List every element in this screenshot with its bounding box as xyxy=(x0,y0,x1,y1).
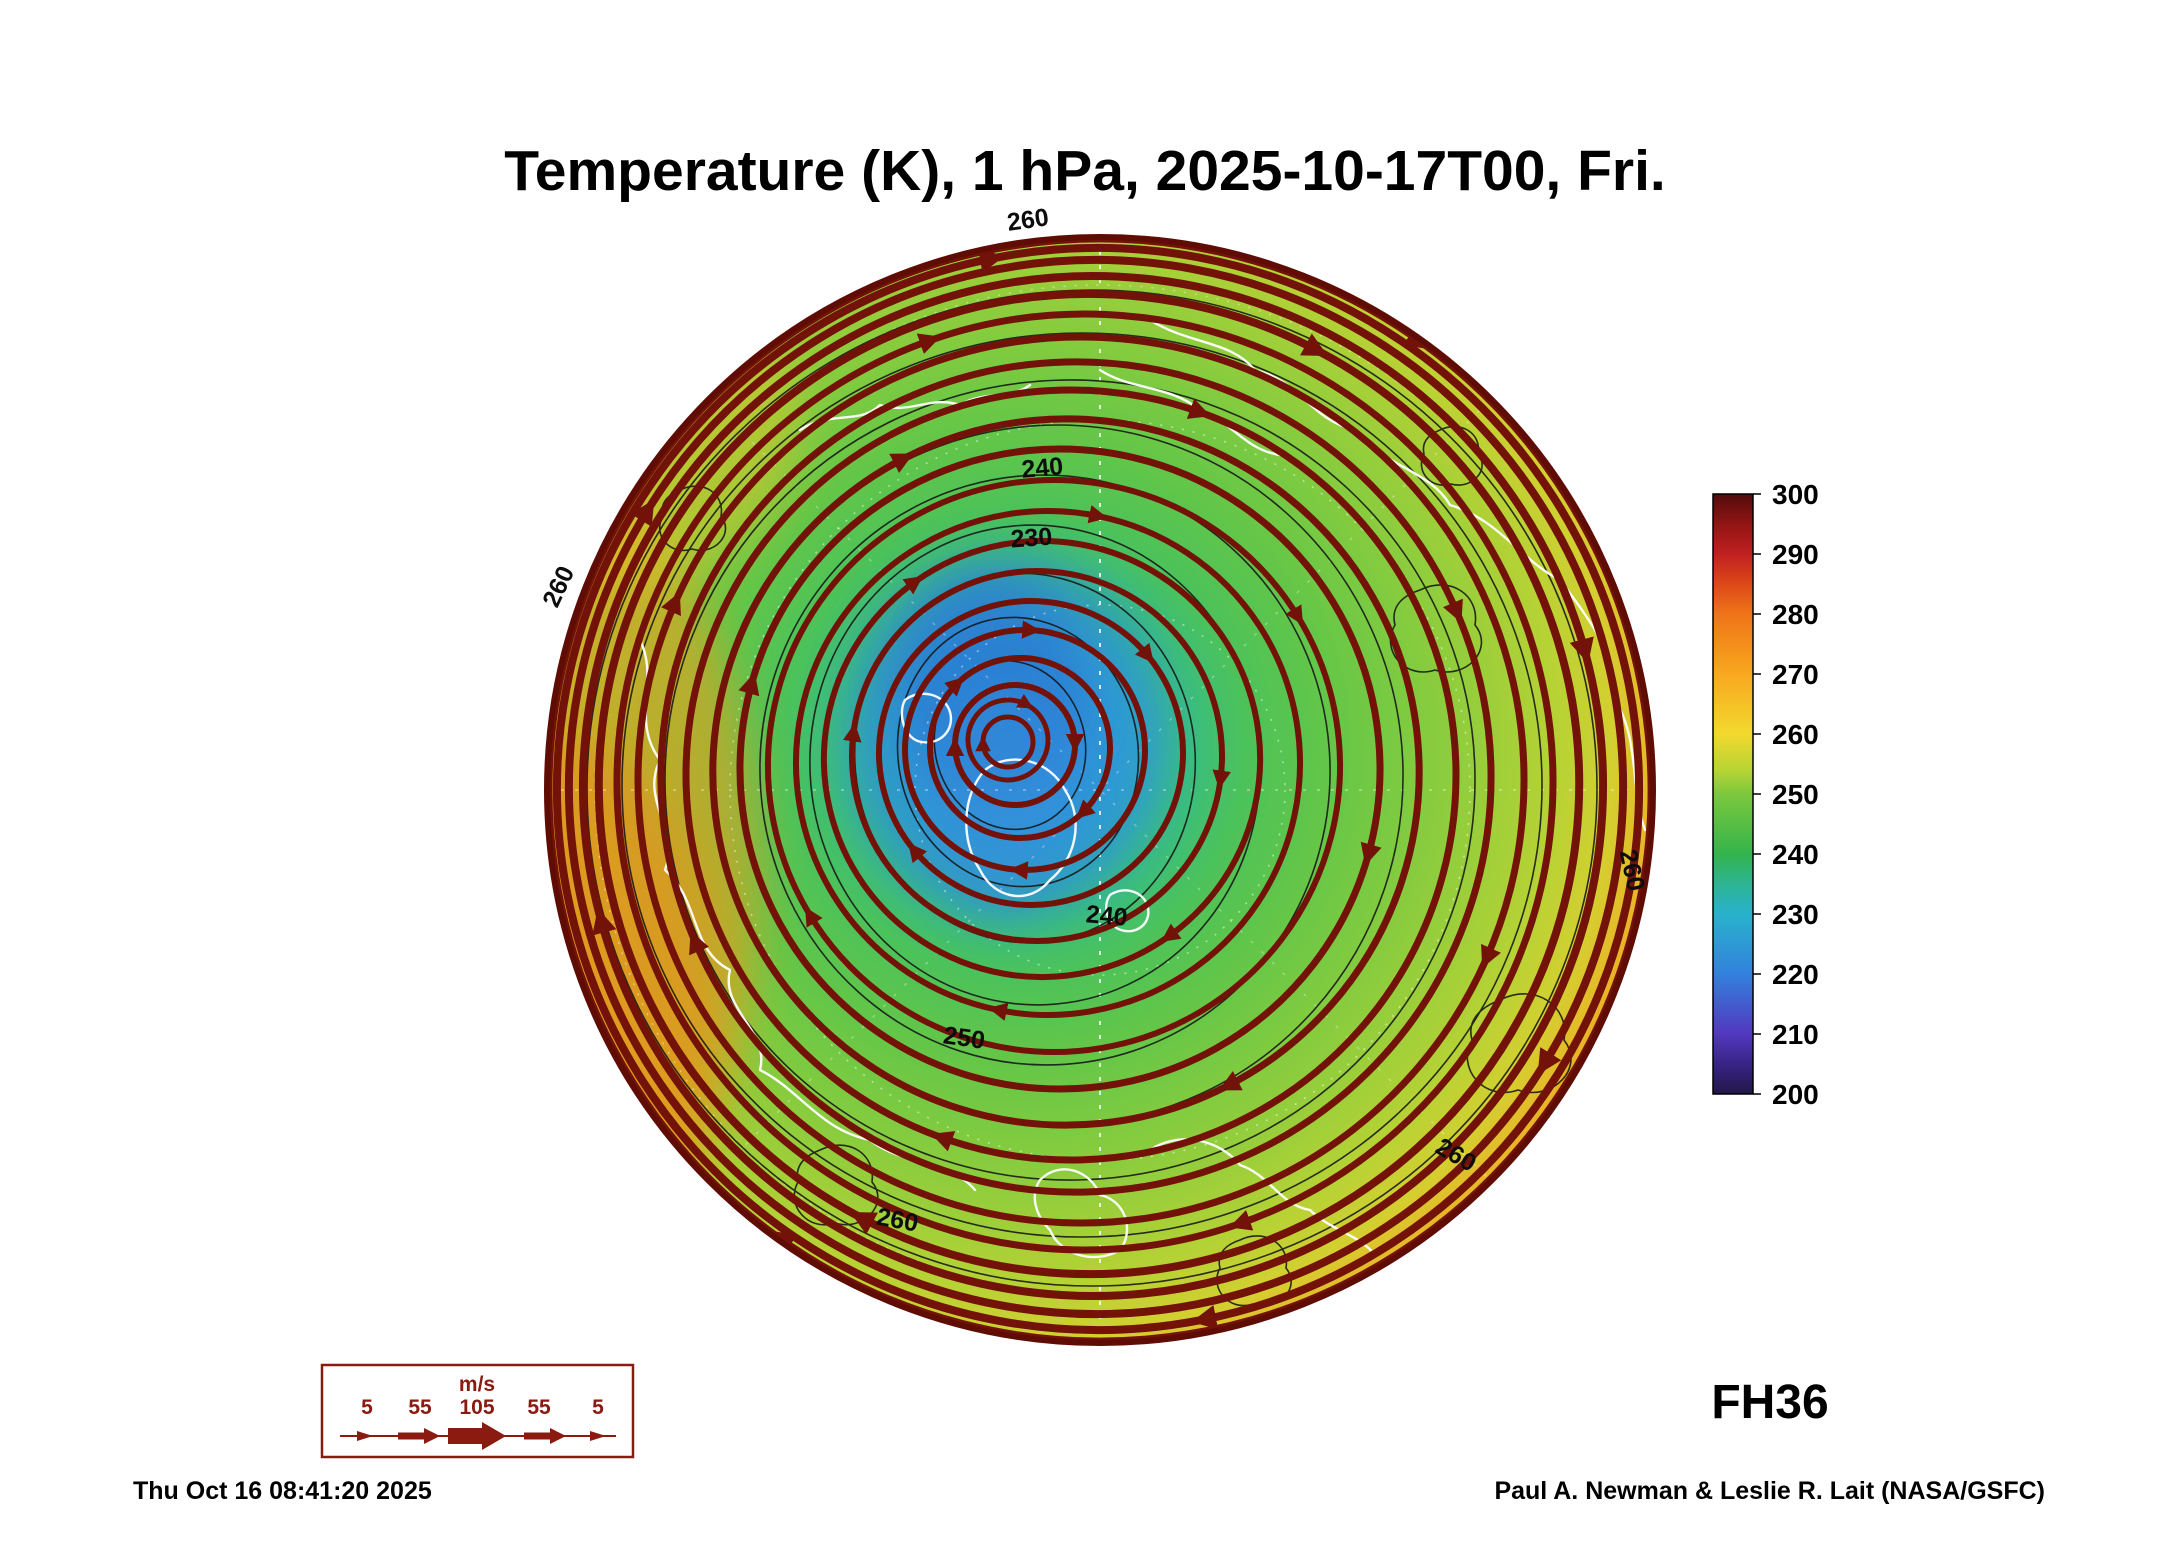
page-title: Temperature (K), 1 hPa, 2025-10-17T00, F… xyxy=(504,139,1666,203)
colorbar-tick-label: 230 xyxy=(1772,899,1819,930)
map-rim xyxy=(544,234,1656,1346)
contour-label: 230 xyxy=(1010,523,1054,554)
wind-legend-tick: 105 xyxy=(459,1396,494,1419)
wind-legend-tick: 5 xyxy=(361,1396,373,1419)
wind-streamlines xyxy=(547,237,1653,1343)
colorbar-tick-label: 280 xyxy=(1772,599,1819,630)
colorbar-tick-label: 270 xyxy=(1772,659,1819,690)
colorbar-tick-label: 220 xyxy=(1772,959,1819,990)
wind-legend-tick: 5 xyxy=(592,1396,604,1419)
wind-legend-tick: 55 xyxy=(527,1396,551,1419)
contour-label: 260 xyxy=(537,562,580,612)
contour-label: 240 xyxy=(1085,900,1129,932)
colorbar-tick-label: 260 xyxy=(1772,719,1819,750)
generation-timestamp: Thu Oct 16 08:41:20 2025 xyxy=(133,1477,432,1505)
colorbar-tick-label: 300 xyxy=(1772,479,1819,510)
colorbar-tick-label: 200 xyxy=(1772,1079,1819,1110)
colorbar-gradient xyxy=(1712,493,1754,1095)
colorbar: 300 290 280 270 260 250 240 230 220 210 … xyxy=(1712,479,1819,1110)
colorbar-tick-label: 290 xyxy=(1772,539,1819,570)
wind-legend-tick: 55 xyxy=(408,1396,432,1419)
wind-speed-legend: m/s 5 55 105 55 5 xyxy=(320,1363,635,1459)
credit-text: Paul A. Newman & Leslie R. Lait (NASA/GS… xyxy=(1494,1477,2045,1505)
wind-legend-arrow-glyph xyxy=(340,1422,616,1450)
contour-label: 240 xyxy=(1020,452,1064,484)
colorbar-ticks xyxy=(1753,493,1761,1095)
colorbar-tick-label: 250 xyxy=(1772,779,1819,810)
wind-legend-units: m/s xyxy=(459,1373,495,1396)
forecast-hour-label: FH36 xyxy=(1711,1376,1828,1429)
contour-label: 250 xyxy=(942,1021,987,1055)
contour-label: 260 xyxy=(1005,203,1050,237)
polar-map: 260 240 230 260 240 250 260 260 260 xyxy=(537,203,1656,1346)
colorbar-tick-label: 210 xyxy=(1772,1019,1819,1050)
colorbar-tick-label: 240 xyxy=(1772,839,1819,870)
